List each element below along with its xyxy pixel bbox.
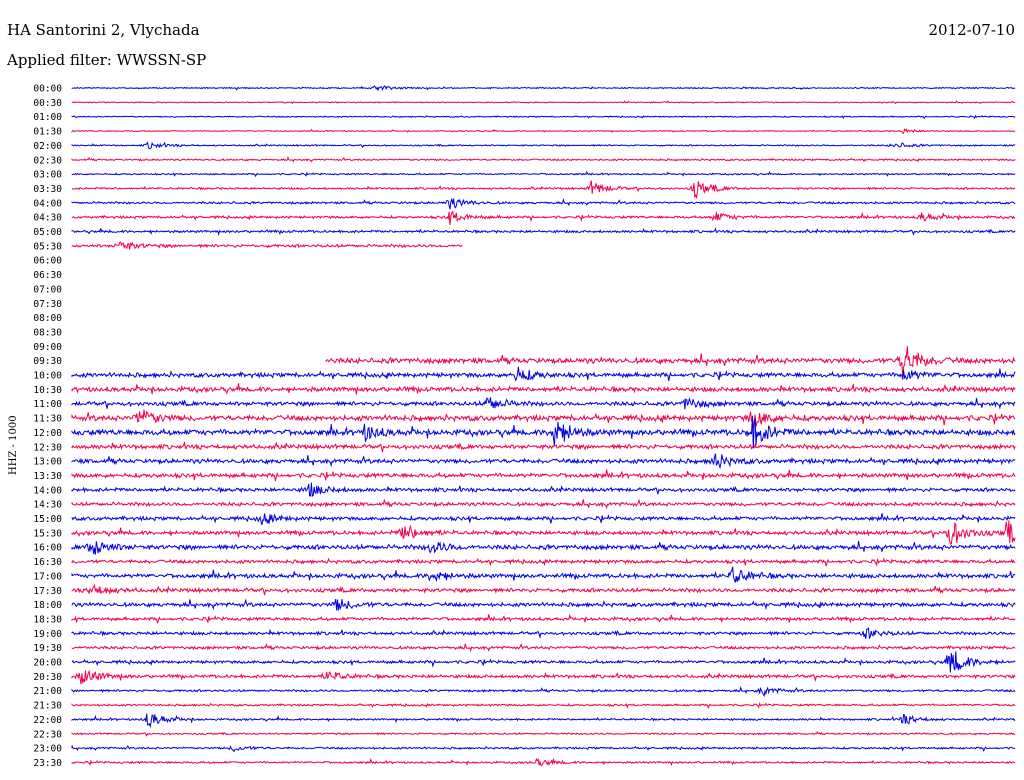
date-label: 2012-07-10 [928, 21, 1015, 39]
seismogram-trace [71, 566, 1016, 583]
row-time-label: 16:00 [33, 543, 62, 554]
seismogram-trace [71, 540, 1016, 555]
seismogram-trace [71, 730, 1016, 737]
row-time-label: 13:00 [33, 457, 62, 468]
row-time-label: 11:00 [33, 399, 62, 410]
row-time-label: 11:30 [33, 414, 62, 425]
station-title: HA Santorini 2, Vlychada [7, 21, 200, 39]
row-time-label: 22:00 [33, 715, 62, 726]
row-time-label: 20:00 [33, 658, 62, 669]
row-time-label: 15:00 [33, 514, 62, 525]
seismogram-trace [71, 626, 1016, 640]
row-time-label: 21:30 [33, 701, 62, 712]
seismogram-trace [71, 210, 1016, 226]
row-time-label: 16:30 [33, 557, 62, 568]
seismogram-trace [71, 396, 1016, 410]
row-time-label: 09:00 [33, 342, 62, 353]
seismogram-trace [71, 409, 1016, 429]
seismogram-trace [71, 651, 1016, 673]
row-time-label: 14:00 [33, 485, 62, 496]
seismogram-trace [71, 642, 1016, 653]
row-time-label: 03:00 [33, 170, 62, 181]
seismogram-trace [71, 685, 1016, 698]
seismogram-trace [71, 155, 1016, 163]
row-time-label: 23:00 [33, 744, 62, 755]
seismogram-trace [71, 383, 1016, 395]
seismogram-trace [71, 482, 1016, 497]
seismogram-trace [71, 180, 1016, 200]
seismogram-trace [71, 366, 1016, 382]
row-time-label: 05:00 [33, 227, 62, 238]
row-time-label: 10:00 [33, 371, 62, 382]
row-time-label: 08:00 [33, 313, 62, 324]
seismogram-trace [71, 128, 1016, 134]
row-time-label: 04:00 [33, 198, 62, 209]
row-time-label: 12:00 [33, 428, 62, 439]
row-time-label: 05:30 [33, 241, 62, 252]
seismogram-trace [71, 453, 1016, 470]
seismogram-trace [71, 141, 1016, 150]
seismogram-trace [71, 757, 1016, 767]
seismogram-trace [71, 170, 1016, 178]
seismogram-trace [71, 241, 463, 250]
seismogram-trace [71, 100, 1016, 105]
row-time-label: 06:00 [33, 256, 62, 267]
seismogram-trace [71, 114, 1016, 120]
seismogram-trace [71, 520, 1016, 545]
row-time-label: 02:30 [33, 155, 62, 166]
seismogram-trace [71, 227, 1016, 237]
row-time-label: 15:30 [33, 528, 62, 539]
seismogram-trace [325, 346, 1016, 380]
row-time-label: 07:00 [33, 284, 62, 295]
seismogram-trace [71, 513, 1016, 526]
seismogram-trace [71, 469, 1016, 482]
seismogram-trace [71, 498, 1016, 510]
row-time-label: 18:00 [33, 600, 62, 611]
row-time-label: 06:30 [33, 270, 62, 281]
row-time-label: 01:00 [33, 112, 62, 123]
seismogram-trace [71, 441, 1016, 453]
row-time-label: 22:30 [33, 729, 62, 740]
row-time-label: 00:00 [33, 84, 62, 95]
seismogram-trace [71, 85, 1016, 92]
seismogram-trace [71, 197, 1016, 210]
row-time-label: 00:30 [33, 98, 62, 109]
filter-subtitle: Applied filter: WWSSN-SP [7, 51, 207, 69]
row-time-label: 17:30 [33, 586, 62, 597]
seismogram-trace [71, 598, 1016, 611]
channel-axis-label-text: HHZ - 1000 [8, 415, 19, 475]
row-time-label: 08:30 [33, 327, 62, 338]
seismogram-trace [71, 415, 1016, 449]
row-time-label: 12:30 [33, 442, 62, 453]
row-time-label: 14:30 [33, 500, 62, 511]
row-time-label: 19:00 [33, 629, 62, 640]
channel-axis-label: HHZ - 1000 [8, 415, 19, 475]
row-time-label: 19:30 [33, 643, 62, 654]
row-time-label: 02:00 [33, 141, 62, 152]
seismogram-trace [71, 669, 1016, 685]
seismogram-trace [71, 701, 1016, 710]
row-time-label: 04:30 [33, 213, 62, 224]
row-time-label: 01:30 [33, 127, 62, 138]
row-time-label: 21:00 [33, 686, 62, 697]
row-time-label: 07:30 [33, 299, 62, 310]
seismogram-trace [71, 613, 1016, 624]
seismogram-trace [71, 713, 1016, 729]
row-time-label: 03:30 [33, 184, 62, 195]
row-time-label: 10:30 [33, 385, 62, 396]
seismogram-trace [71, 583, 1016, 596]
row-time-label: 17:00 [33, 571, 62, 582]
row-time-label: 20:30 [33, 672, 62, 683]
row-time-label: 23:30 [33, 758, 62, 769]
seismogram-trace [71, 744, 1016, 753]
row-time-label: 18:30 [33, 614, 62, 625]
row-time-label: 09:30 [33, 356, 62, 367]
row-time-label: 13:30 [33, 471, 62, 482]
seismogram-trace [71, 557, 1016, 567]
